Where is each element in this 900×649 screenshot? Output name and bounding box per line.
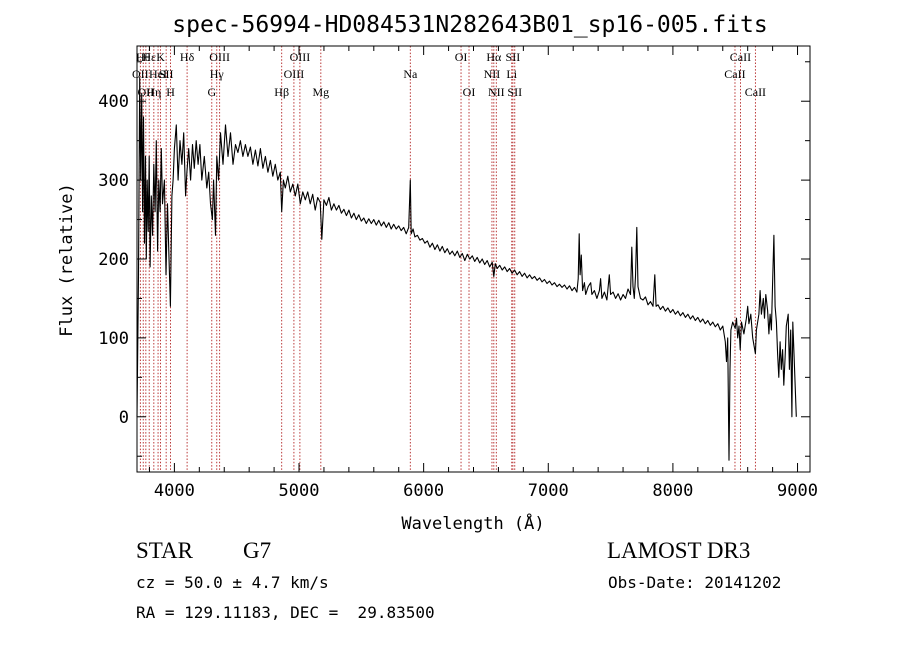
x-tick-label-5: 9000 xyxy=(777,481,818,501)
line-markers xyxy=(139,46,756,472)
marker-label-4-0: Hη xyxy=(146,85,161,99)
spectrum-line xyxy=(136,77,797,461)
marker-label-22-0: NII xyxy=(488,85,505,99)
x-tick-label-1: 5000 xyxy=(279,481,320,501)
object-type: STAR xyxy=(136,538,193,563)
survey-name: LAMOST DR3 xyxy=(607,538,751,563)
y-tick-label-3: 300 xyxy=(98,171,129,191)
marker-label-18-0: OI xyxy=(455,50,468,64)
coordinates: RA = 129.11183, DEC = 29.83500 xyxy=(136,603,435,622)
marker-label-8-0: H xyxy=(166,85,175,99)
marker-labels: OIIHθOIIHεHηHeIKSIIHHδGHγOIIIHβOIIIOIIIM… xyxy=(132,50,766,99)
y-tick-label-0: 0 xyxy=(119,408,129,428)
marker-label-20-0: NII xyxy=(484,67,501,81)
marker-label-5-0: HeI xyxy=(149,67,167,81)
x-tick-label-0: 4000 xyxy=(154,481,195,501)
marker-label-7-0: SII xyxy=(159,67,174,81)
y-tick-label-2: 200 xyxy=(98,250,129,270)
y-tick-label-1: 100 xyxy=(98,329,129,349)
marker-label-17-0: Na xyxy=(403,67,418,81)
x-axis-label: Wavelength (Å) xyxy=(401,512,544,534)
marker-label-10-0: G xyxy=(207,85,216,99)
x-tick-label-4: 8000 xyxy=(652,481,693,501)
marker-label-0-0: OII xyxy=(132,67,149,81)
y-axis-label: Flux (relative) xyxy=(57,183,77,337)
marker-label-12-0: OIII xyxy=(209,50,230,64)
marker-label-21-0: Hα xyxy=(486,50,502,64)
marker-label-15-0: OIII xyxy=(290,50,311,64)
marker-label-27-0: CaII xyxy=(730,50,751,64)
redshift-readout: cz = 50.0 ± 4.7 km/s xyxy=(136,573,329,592)
marker-label-24-0: SII xyxy=(506,50,521,64)
marker-label-23-0: Li xyxy=(506,67,517,81)
marker-label-9-0: Hδ xyxy=(180,50,195,64)
marker-label-25-0: SII xyxy=(507,85,522,99)
marker-label-14-0: OIII xyxy=(284,67,305,81)
marker-label-26-0: CaII xyxy=(724,67,745,81)
marker-label-1-0: Hθ xyxy=(136,50,151,64)
marker-label-16-0: Mg xyxy=(312,85,329,99)
marker-label-28-0: CaII xyxy=(745,85,766,99)
marker-label-19-0: OI xyxy=(463,85,476,99)
marker-label-6-0: K xyxy=(156,50,165,64)
y-axis-ticks: 0 100 200 300 400 xyxy=(98,61,810,457)
chart-title: spec-56994-HD084531N282643B01_sp16-005.f… xyxy=(172,12,767,38)
obs-date: Obs-Date: 20141202 xyxy=(608,573,782,592)
marker-label-3-0: Hε xyxy=(142,50,156,64)
x-axis-ticks: 4000 5000 6000 7000 8000 9000 xyxy=(148,46,818,501)
spectral-subclass: G7 xyxy=(243,538,272,563)
x-tick-label-2: 6000 xyxy=(403,481,444,501)
y-tick-label-4: 400 xyxy=(98,92,129,112)
marker-label-11-0: Hγ xyxy=(210,67,225,81)
x-tick-label-3: 7000 xyxy=(528,481,569,501)
marker-label-13-0: Hβ xyxy=(274,85,289,99)
